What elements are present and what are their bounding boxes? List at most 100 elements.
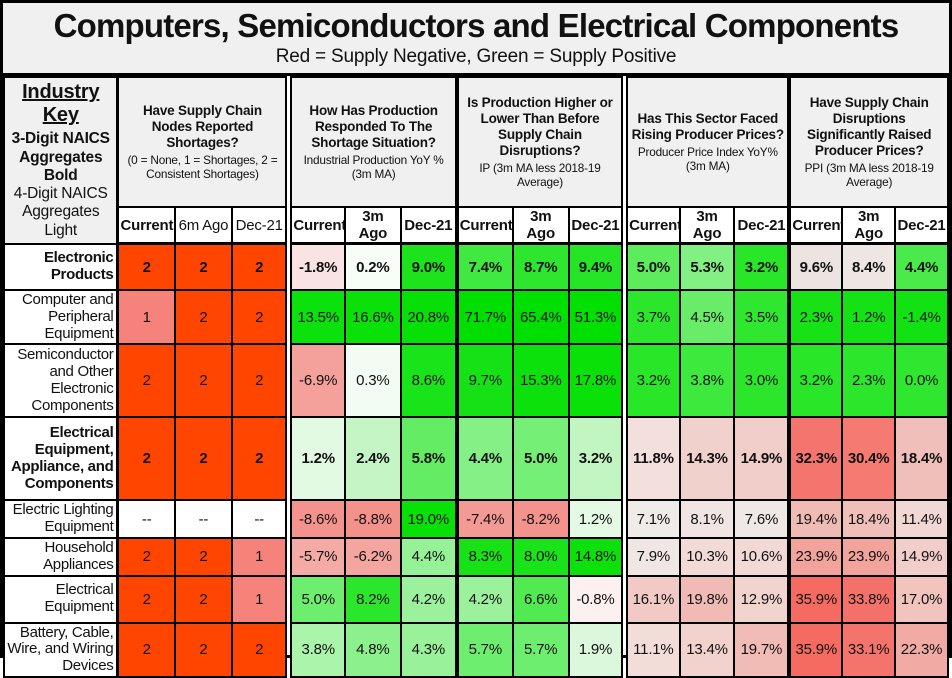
cell: 35.9% xyxy=(787,621,844,678)
cell: 2 xyxy=(173,343,233,419)
cell: 2 xyxy=(230,621,290,678)
cell: 9.0% xyxy=(399,242,458,291)
cell: 1 xyxy=(230,574,290,624)
cell: 1 xyxy=(230,536,290,577)
cell: 6.6% xyxy=(511,574,570,624)
cell: 35.9% xyxy=(787,574,844,624)
cell: 8.1% xyxy=(678,499,736,539)
cell: 71.7% xyxy=(454,288,514,346)
cell: -0.8% xyxy=(567,574,626,624)
col-header-current: Current xyxy=(116,206,176,246)
group-question: Have Supply Chain Disruptions Significan… xyxy=(807,94,932,159)
cell: 14.3% xyxy=(678,416,736,502)
col-header-dec-21: Dec-21 xyxy=(894,206,949,246)
cell: 2.3% xyxy=(841,343,897,419)
cell: -6.9% xyxy=(285,343,346,419)
cell: 7.6% xyxy=(733,499,791,539)
group-detail: Industrial Production YoY % (3m MA) xyxy=(303,153,444,182)
cell: 8.3% xyxy=(454,536,514,577)
cell: 19.4% xyxy=(787,499,844,539)
group-detail: Producer Price Index YoY% (3m MA) xyxy=(637,145,778,174)
cell: 13.5% xyxy=(285,288,346,346)
cell: -5.7% xyxy=(285,536,346,577)
cell: 33.8% xyxy=(841,574,897,624)
cell: 19.8% xyxy=(678,574,736,624)
cell: 51.3% xyxy=(567,288,626,346)
row-label: Computer and Peripheral Equipment xyxy=(3,288,119,346)
cell: -1.4% xyxy=(894,288,949,346)
cell: 7.4% xyxy=(454,242,514,291)
cell: 3.5% xyxy=(733,288,791,346)
col-header-current: Current xyxy=(787,206,844,246)
cell: -8.2% xyxy=(511,499,570,539)
cell: 2 xyxy=(173,574,233,624)
cell: 16.1% xyxy=(621,574,681,624)
group-question: Has This Sector Faced Rising Producer Pr… xyxy=(631,110,784,143)
col-header-3m-ago: 3m Ago xyxy=(343,206,402,246)
cell: 8.4% xyxy=(841,242,897,291)
cell: 3.0% xyxy=(733,343,791,419)
cell: -- xyxy=(116,499,176,539)
cell: 10.6% xyxy=(733,536,791,577)
row-label: Electrical Equipment xyxy=(3,574,119,624)
cell: 13.4% xyxy=(678,621,736,678)
cell: 65.4% xyxy=(511,288,570,346)
row-label: Electrical Equipment, Appliance, and Com… xyxy=(3,416,119,502)
cell: 9.6% xyxy=(787,242,844,291)
col-header-3m-ago: 3m Ago xyxy=(511,206,570,246)
cell: 32.3% xyxy=(787,416,844,502)
group-question: Is Production Higher or Lower Than Befor… xyxy=(467,94,613,159)
cell: 2 xyxy=(116,343,176,419)
cell: 2 xyxy=(116,574,176,624)
cell: 2 xyxy=(230,343,290,419)
cell: 9.7% xyxy=(454,343,514,419)
cell: 23.9% xyxy=(787,536,844,577)
group-header-4: Have Supply Chain Disruptions Significan… xyxy=(787,76,949,209)
cell: 16.6% xyxy=(343,288,402,346)
cell: 17.0% xyxy=(894,574,949,624)
cell: -- xyxy=(230,499,290,539)
cell: 1.2% xyxy=(285,416,346,502)
cell: 2.3% xyxy=(787,288,844,346)
cell: 4.2% xyxy=(454,574,514,624)
group-question: How Has Production Responded To The Shor… xyxy=(309,102,438,151)
cell: 18.4% xyxy=(841,499,897,539)
cell: 23.9% xyxy=(841,536,897,577)
row-label: Semiconductor and Other Electronic Compo… xyxy=(3,343,119,419)
cell: 2 xyxy=(116,536,176,577)
cell: 2 xyxy=(173,621,233,678)
cell: 8.7% xyxy=(511,242,570,291)
cell: -- xyxy=(173,499,233,539)
row-label: Household Appliances xyxy=(3,536,119,577)
cell: 1 xyxy=(116,288,176,346)
group-detail: (0 = None, 1 = Shortages, 2 = Consistent… xyxy=(127,153,278,182)
cell: 11.1% xyxy=(621,621,681,678)
cell: 4.4% xyxy=(454,416,514,502)
cell: 0.0% xyxy=(894,343,949,419)
cell: 2 xyxy=(230,416,290,502)
row-label: Electronic Products xyxy=(3,242,119,291)
cell: -7.4% xyxy=(454,499,514,539)
col-header-dec-21: Dec-21 xyxy=(567,206,626,246)
col-header-current: Current xyxy=(621,206,681,246)
cell: 2 xyxy=(173,242,233,291)
col-header-current: Current xyxy=(454,206,514,246)
cell: 11.4% xyxy=(894,499,949,539)
col-header-dec-21: Dec-21 xyxy=(230,206,290,246)
cell: 2 xyxy=(173,416,233,502)
cell: 15.3% xyxy=(511,343,570,419)
cell: 3.2% xyxy=(787,343,844,419)
cell: 1.2% xyxy=(841,288,897,346)
cell: -8.8% xyxy=(343,499,402,539)
group-header-2: Is Production Higher or Lower Than Befor… xyxy=(454,76,626,209)
cell: 2 xyxy=(173,288,233,346)
cell: 4.3% xyxy=(399,621,458,678)
group-detail: IP (3m MA less 2018-19 Average) xyxy=(479,161,601,190)
industry-key-title: Industry Key xyxy=(22,81,100,127)
cell: 14.9% xyxy=(733,416,791,502)
cell: -1.8% xyxy=(285,242,346,291)
col-header-current: Current xyxy=(285,206,346,246)
cell: 3.2% xyxy=(621,343,681,419)
industry-key-bold-note: 3-Digit NAICS Aggregates Bold xyxy=(11,130,110,184)
